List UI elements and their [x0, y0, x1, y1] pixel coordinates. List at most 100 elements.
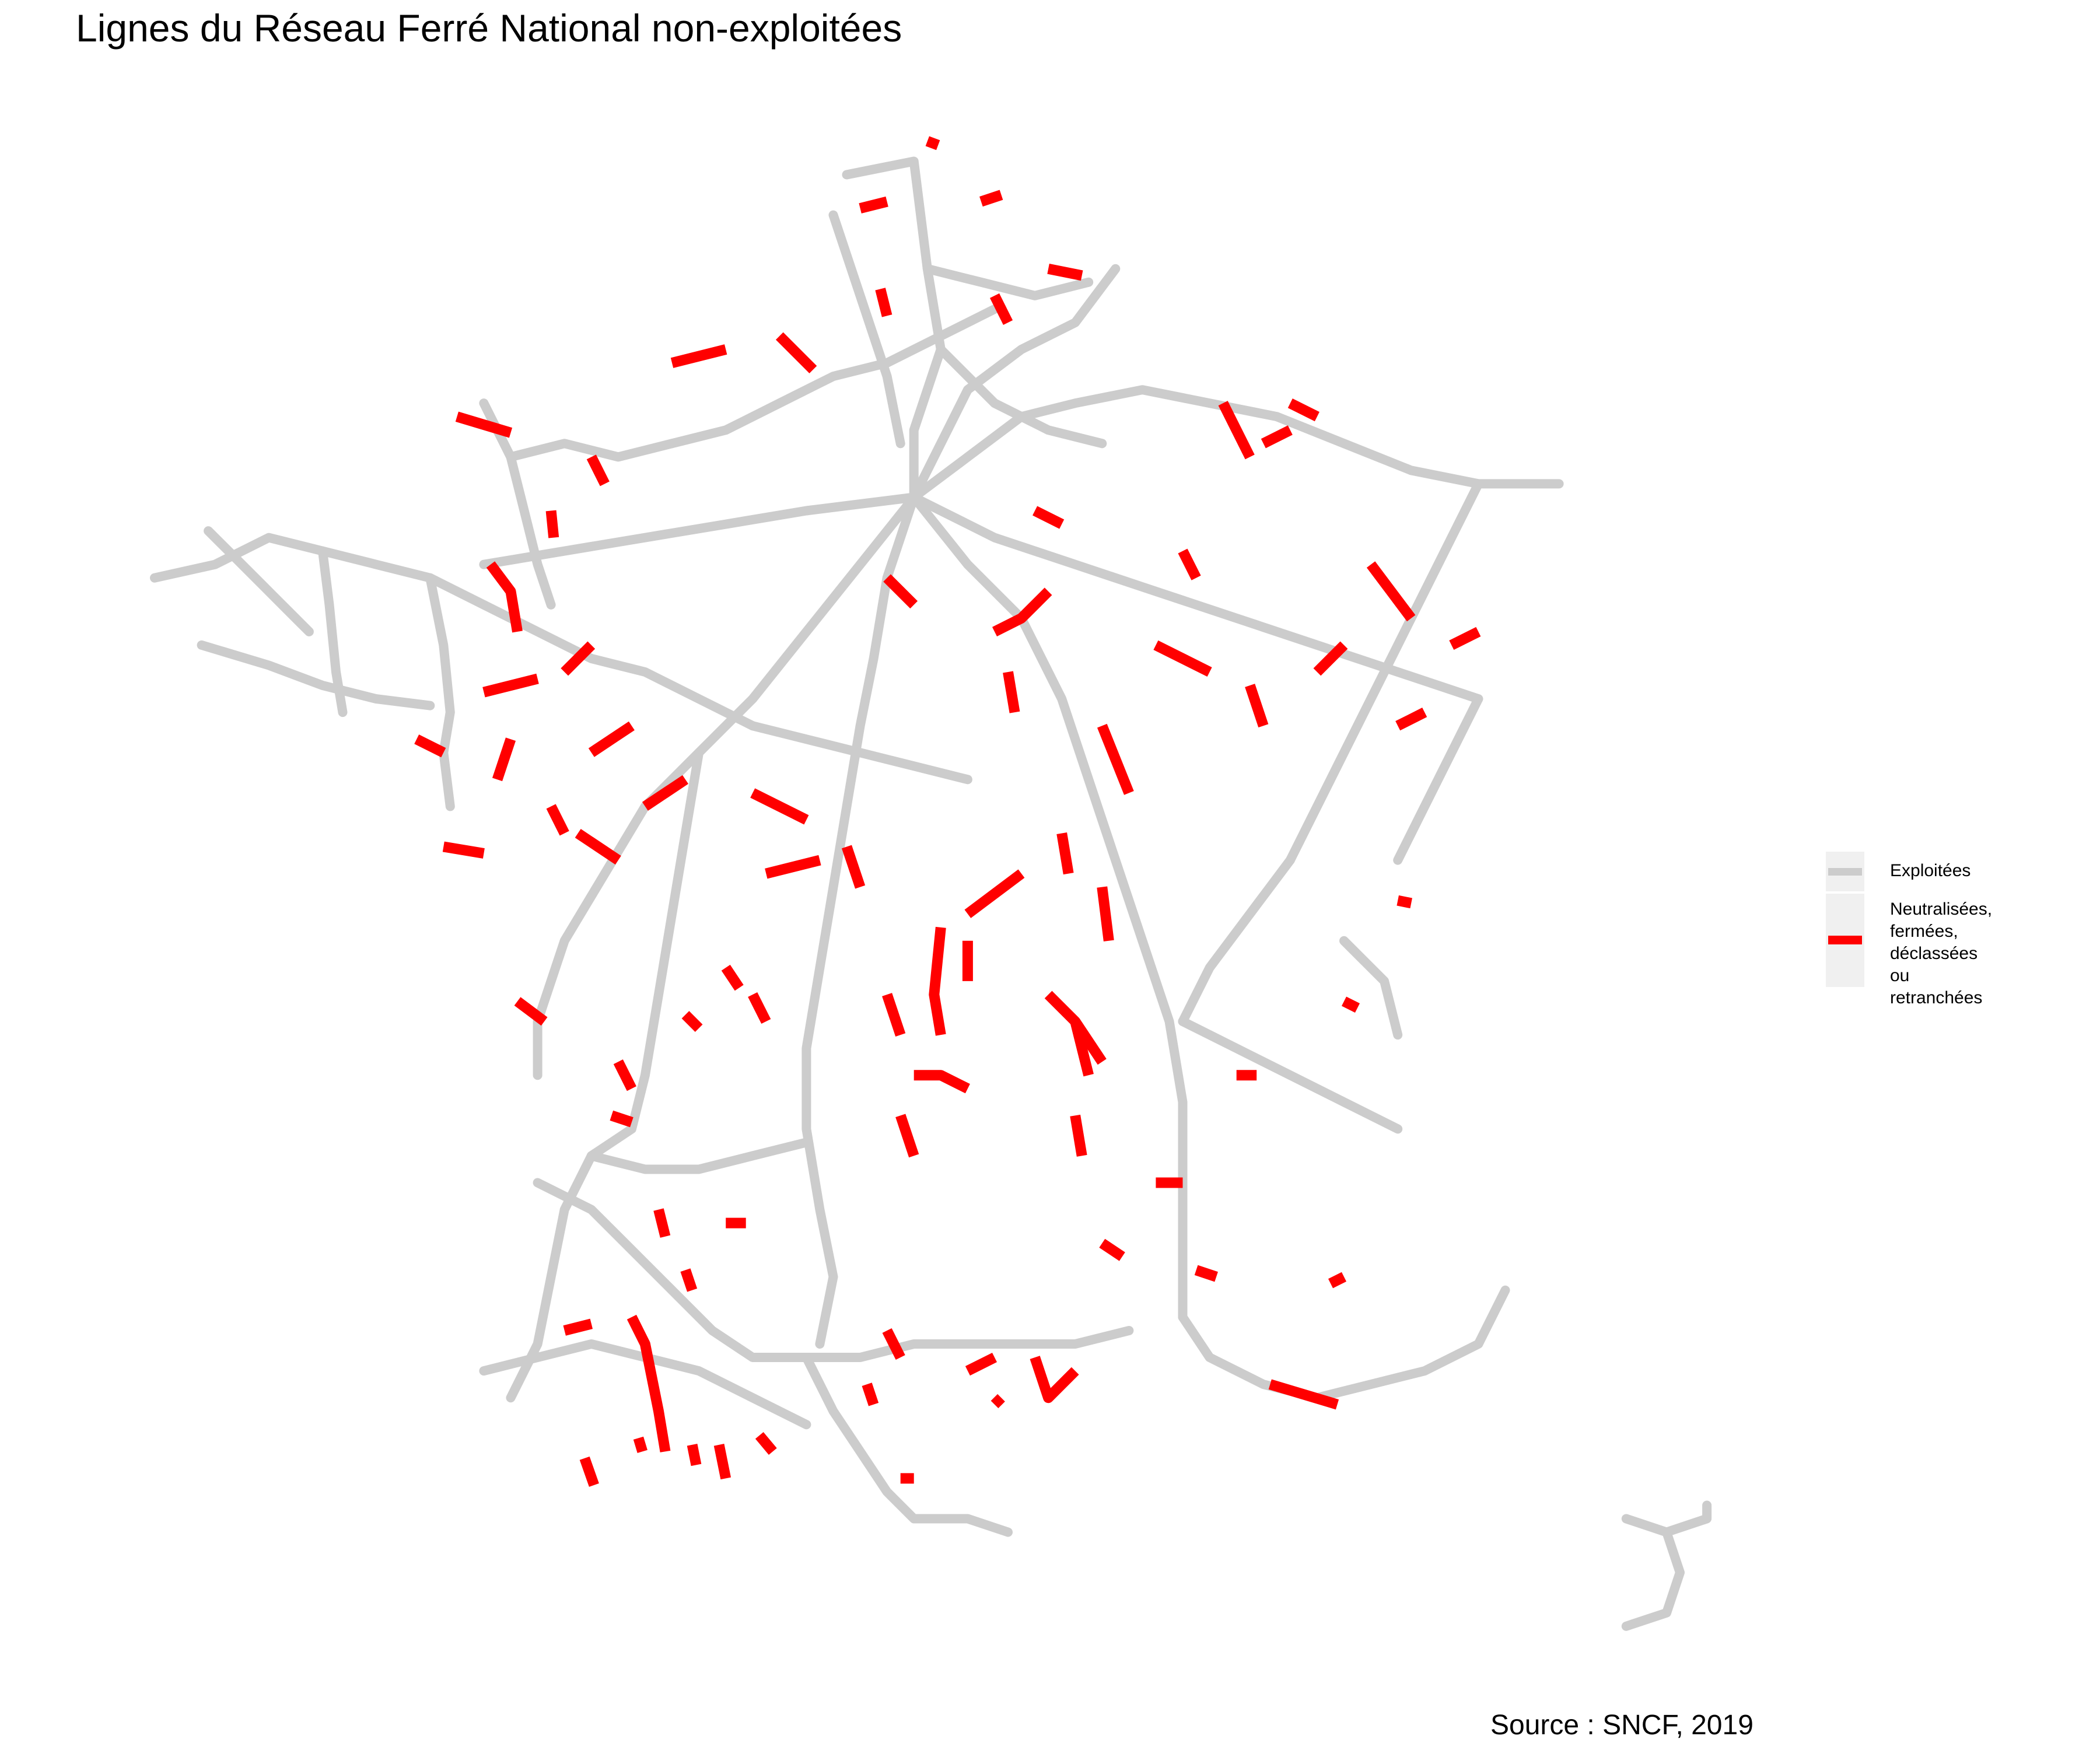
grey-line-30	[1178, 855, 1295, 1026]
red-line-13	[561, 641, 596, 676]
red-line-6	[989, 293, 1013, 326]
grey-line-23	[533, 1178, 811, 1362]
grey-line-27	[1178, 1285, 1510, 1403]
red-line-79	[1396, 895, 1412, 909]
red-line-56	[882, 1328, 905, 1360]
red-line-34	[1366, 561, 1416, 622]
map-title: Lignes du Réseau Ferré National non-expl…	[76, 6, 902, 50]
grey-line-19	[479, 492, 919, 569]
grey-line-26	[802, 1326, 1134, 1362]
unexploited-lines	[414, 136, 1481, 1487]
grey-line-5	[425, 573, 455, 811]
red-line-50	[1097, 723, 1134, 795]
red-line-27	[1003, 671, 1020, 713]
red-line-80	[1341, 996, 1360, 1013]
red-line-46	[895, 1114, 919, 1158]
grey-line-swatch	[1828, 868, 1862, 876]
grey-line-17	[909, 492, 1188, 1322]
red-line-swatch	[1828, 936, 1862, 944]
red-line-61	[1268, 1379, 1339, 1410]
grey-line-32	[1339, 936, 1403, 1040]
red-line-77	[721, 964, 744, 991]
red-line-22	[750, 788, 809, 825]
grey-line-15	[533, 492, 919, 1080]
grey-line-10	[842, 156, 946, 502]
red-line-31	[1178, 548, 1201, 580]
legend-label-line-2: fermées,	[1890, 922, 1958, 941]
red-line-49	[1056, 832, 1074, 875]
red-line-17	[414, 734, 446, 758]
red-line-10	[586, 454, 610, 487]
red-line-29	[1153, 640, 1212, 677]
red-line-78	[748, 992, 771, 1024]
red-line-32	[1261, 425, 1293, 449]
grey-line-7	[506, 439, 677, 462]
red-line-24	[841, 845, 866, 889]
red-line-68	[579, 1456, 599, 1487]
red-line-37	[1218, 401, 1255, 460]
red-line-55	[965, 1352, 998, 1376]
legend-label-exploited: Exploitées	[1890, 861, 1971, 880]
red-line-69	[633, 1436, 648, 1453]
red-line-26	[992, 587, 1052, 636]
grey-line-14	[909, 385, 1564, 502]
grey-line-33	[1621, 1500, 1712, 1537]
red-line-52	[1194, 1265, 1218, 1282]
red-line-20	[575, 829, 621, 865]
red-line-9	[455, 411, 513, 438]
legend-key-exploited	[1826, 852, 1864, 891]
red-line-65	[680, 1268, 698, 1292]
red-line-18	[442, 841, 485, 859]
red-line-53	[1099, 1238, 1125, 1261]
red-line-25	[883, 574, 918, 609]
red-line-40	[964, 869, 1025, 918]
grey-line-3	[204, 526, 314, 636]
grey-line-4	[318, 546, 348, 718]
grey-line-1	[150, 533, 758, 731]
red-line-21	[642, 775, 688, 811]
red-line-70	[687, 1444, 702, 1466]
grey-line-34	[1621, 1527, 1685, 1631]
red-line-72	[755, 1432, 777, 1455]
red-line-16	[492, 737, 516, 782]
red-line-12	[486, 561, 523, 633]
grey-line-11	[828, 210, 905, 449]
grey-line-2	[197, 640, 435, 710]
grey-line-6	[479, 398, 556, 610]
legend-label-line-1: Neutralisées,	[1890, 900, 1993, 919]
red-line-62	[1328, 1272, 1347, 1289]
red-line-47	[1070, 1114, 1087, 1157]
red-line-66	[626, 1314, 671, 1452]
red-line-36	[1395, 708, 1427, 731]
red-line-67	[563, 1318, 593, 1336]
grey-line-21	[506, 748, 704, 1403]
red-line-39	[929, 926, 946, 1036]
red-line-38	[1287, 398, 1320, 422]
legend-label-unexploited: Neutralisées, fermées, déclassées ou ret…	[1890, 898, 1992, 1009]
red-line-71	[713, 1444, 732, 1480]
exploited-lines	[150, 156, 1712, 1631]
red-line-75	[514, 997, 548, 1026]
red-line-48	[1097, 886, 1114, 942]
source-caption: Source : SNCF, 2019	[1490, 1710, 1754, 1741]
grey-line-16	[802, 492, 919, 1349]
grey-line-28	[1178, 1017, 1403, 1134]
legend-label-line-3: déclassées ou	[1890, 944, 1978, 985]
red-line-44	[1070, 1019, 1107, 1065]
red-line-28	[1032, 506, 1065, 529]
grey-line-31	[1393, 694, 1483, 865]
red-line-54	[1030, 1356, 1079, 1404]
grey-line-25	[802, 1353, 1013, 1537]
red-line-30	[1245, 684, 1269, 728]
red-line-57	[862, 1382, 879, 1406]
red-line-1	[925, 136, 940, 150]
red-line-23	[765, 855, 821, 879]
red-line-15	[588, 721, 635, 757]
grey-line-22	[586, 1138, 811, 1174]
red-line-2	[859, 196, 888, 214]
red-line-74	[610, 1110, 634, 1128]
red-line-4	[1047, 263, 1083, 281]
red-line-19	[546, 804, 569, 836]
red-line-7	[670, 344, 727, 368]
